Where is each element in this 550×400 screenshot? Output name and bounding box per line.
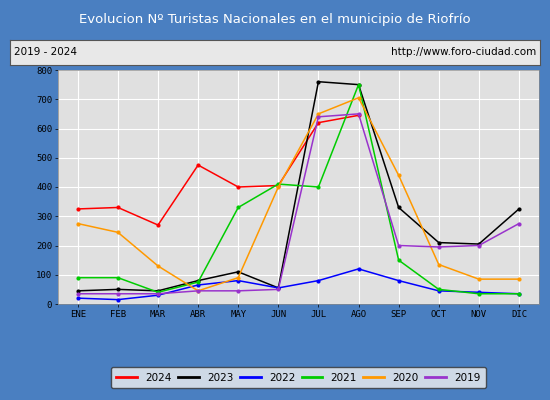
Text: 2019 - 2024: 2019 - 2024: [14, 48, 77, 58]
Text: http://www.foro-ciudad.com: http://www.foro-ciudad.com: [390, 48, 536, 58]
Text: Evolucion Nº Turistas Nacionales en el municipio de Riofrío: Evolucion Nº Turistas Nacionales en el m…: [79, 12, 471, 26]
Legend: 2024, 2023, 2022, 2021, 2020, 2019: 2024, 2023, 2022, 2021, 2020, 2019: [111, 367, 486, 388]
